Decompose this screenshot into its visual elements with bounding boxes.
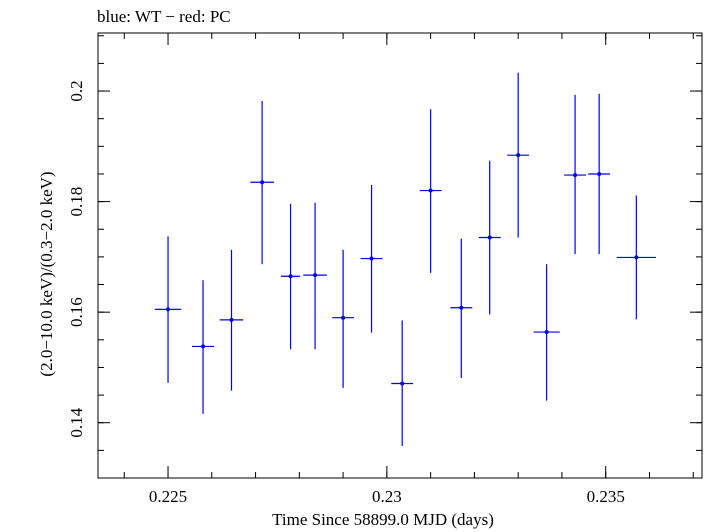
y-tick-label: 0.18 xyxy=(67,187,86,217)
data-point xyxy=(616,195,657,320)
data-point xyxy=(533,264,560,401)
data-point xyxy=(450,238,473,378)
data-point xyxy=(360,185,383,333)
data-point xyxy=(588,93,611,255)
data-point xyxy=(564,94,587,255)
x-axis-label: Time Since 58899.0 MJD (days) xyxy=(272,510,494,529)
data-marker xyxy=(487,235,492,240)
chart-title: blue: WT − red: PC xyxy=(97,7,231,26)
x-tick-labels: 0.225 0.23 0.235 xyxy=(149,487,625,506)
data-marker xyxy=(260,180,265,185)
y-tick-label: 0.16 xyxy=(67,297,86,327)
data-marker xyxy=(313,273,318,278)
data-point xyxy=(192,280,214,414)
data-marker xyxy=(201,344,206,349)
data-point xyxy=(250,100,274,265)
x-tick-label: 0.23 xyxy=(372,487,402,506)
axis-ticks xyxy=(98,33,702,479)
data-marker xyxy=(288,274,293,279)
data-point xyxy=(303,202,327,350)
data-point xyxy=(280,203,301,350)
data-point xyxy=(219,249,244,391)
data-point xyxy=(419,109,442,273)
data-marker xyxy=(369,256,374,261)
data-point xyxy=(154,236,182,383)
y-tick-label: 0.14 xyxy=(67,407,86,437)
data-marker xyxy=(166,307,171,312)
x-tick-label: 0.235 xyxy=(587,487,625,506)
x-tick-label: 0.225 xyxy=(149,487,187,506)
data-marker xyxy=(597,171,602,176)
data-point xyxy=(391,320,414,446)
data-point xyxy=(478,160,501,315)
data-marker xyxy=(634,255,639,260)
data-point xyxy=(507,72,530,238)
data-marker xyxy=(459,305,464,310)
plot-frame xyxy=(97,32,703,479)
data-marker xyxy=(428,188,433,193)
data-marker xyxy=(341,315,346,320)
data-marker xyxy=(544,330,549,335)
data-marker xyxy=(516,153,521,158)
data-marker xyxy=(229,317,234,322)
y-tick-label: 0.2 xyxy=(67,80,86,101)
data-marker xyxy=(400,381,405,386)
data-points xyxy=(154,72,657,446)
y-tick-labels: 0.14 0.16 0.18 0.2 xyxy=(67,80,86,437)
data-marker xyxy=(573,173,578,178)
data-point xyxy=(332,249,355,388)
y-axis-label: (2.0−10.0 keV)/(0.3−2.0 keV) xyxy=(37,171,56,376)
